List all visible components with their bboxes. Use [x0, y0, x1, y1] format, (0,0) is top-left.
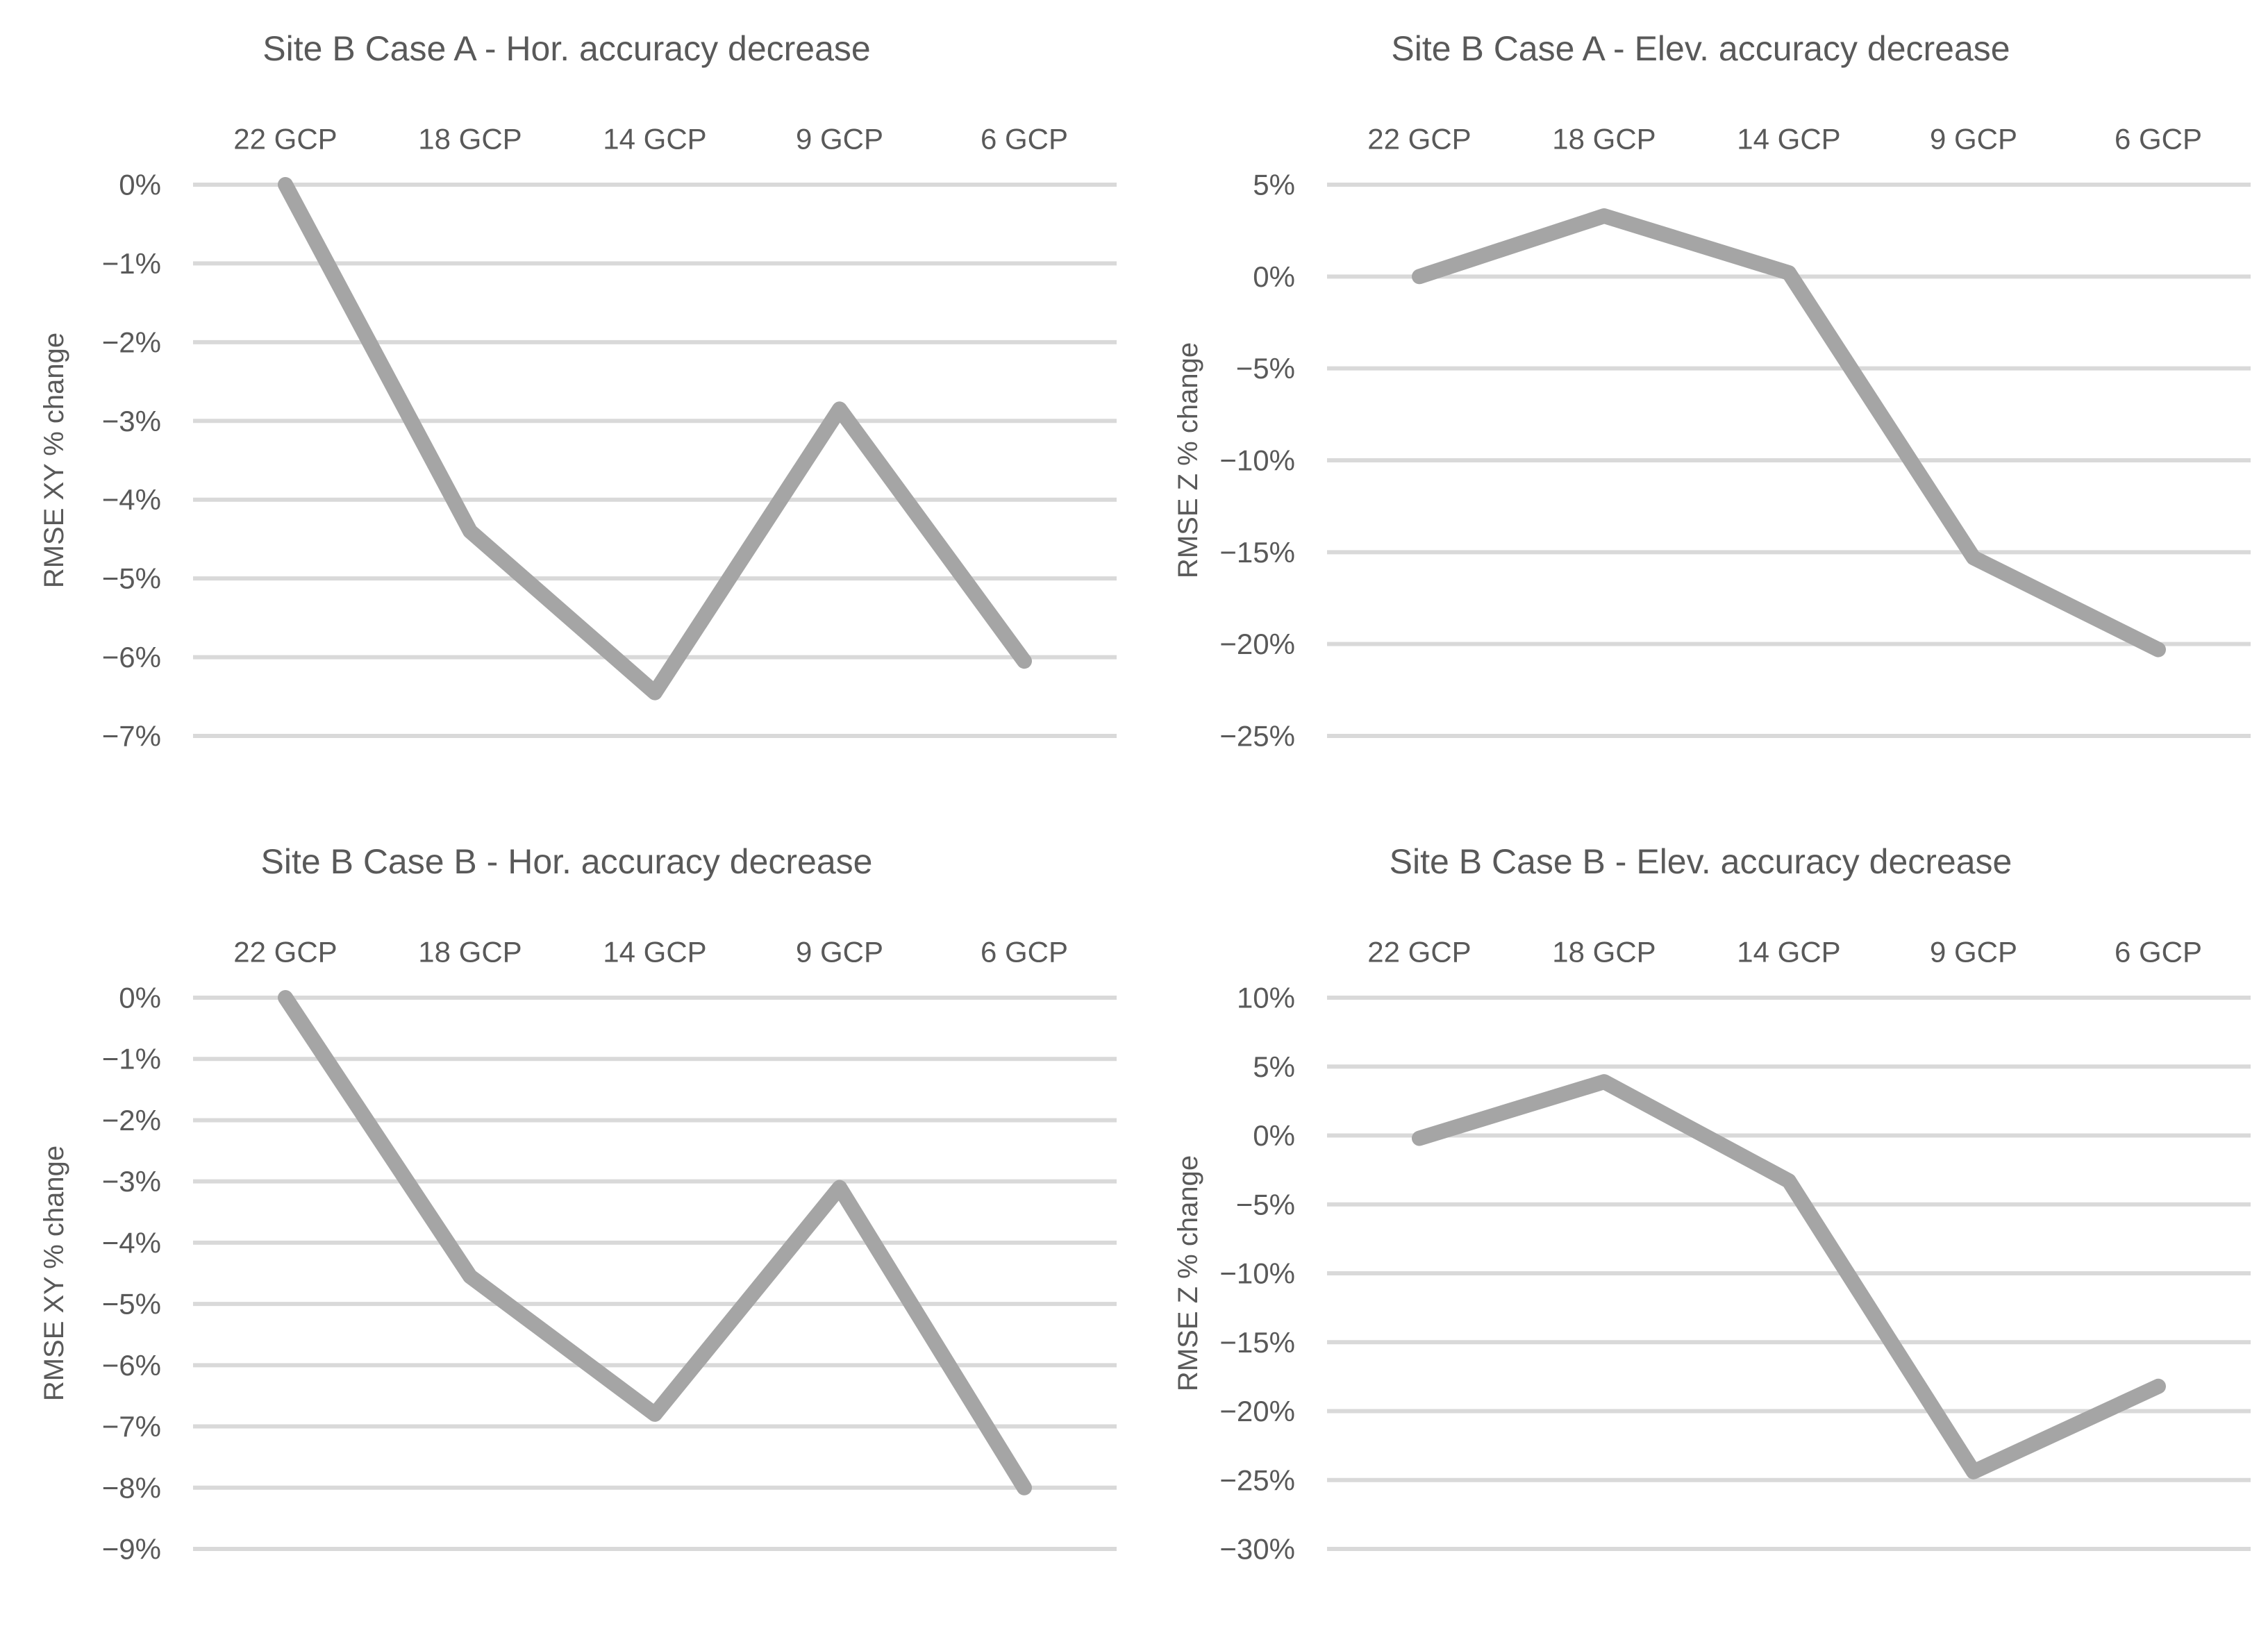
y-tick-label: −8%: [102, 1471, 161, 1504]
y-tick-label: −5%: [1236, 352, 1295, 385]
x-category-label: 18 GCP: [1552, 123, 1656, 156]
y-tick-label: −4%: [102, 1226, 161, 1259]
y-axis-title: RMSE XY % change: [39, 1146, 69, 1401]
x-category-label: 18 GCP: [418, 936, 522, 969]
y-axis-title: RMSE Z % change: [1173, 1155, 1203, 1391]
x-category-label: 22 GCP: [233, 936, 337, 969]
y-tick-label: −3%: [102, 405, 161, 437]
line-chart-case-b-elevation: 10% 5% 0% −5% −10% −15% −20% −25% −30% 22 GCP 18 G…: [1173, 842, 2251, 1566]
y-tick-label: 5%: [1253, 1050, 1295, 1083]
x-category-label: 6 GCP: [981, 936, 1068, 969]
y-tick-label: 0%: [1253, 1119, 1295, 1152]
y-tick-label: −5%: [102, 562, 161, 595]
y-tick-label: −10%: [1219, 444, 1295, 477]
x-category-label: 22 GCP: [1367, 123, 1471, 156]
line-chart-case-b-horizontal: 0% −1% −2% −3% −4% −5% −6% −7% −8% −9% 22 GCP 18 GC…: [39, 842, 1117, 1566]
x-category-label: 9 GCP: [1930, 123, 2017, 156]
chart-title: Site B Case B - Elev. accuracy decrease: [1390, 842, 2012, 881]
x-category-label: 18 GCP: [418, 123, 522, 156]
y-axis-title: RMSE XY % change: [39, 333, 69, 588]
chart-cell-case-b-elevation: 10% 5% 0% −5% −10% −15% −20% −25% −30% 22 GCP 18 G…: [1134, 813, 2268, 1626]
y-tick-label: −20%: [1219, 628, 1295, 660]
y-tick-label: −5%: [102, 1288, 161, 1321]
x-category-label: 9 GCP: [1930, 936, 2017, 969]
x-category-label: 18 GCP: [1552, 936, 1656, 969]
series-line: [278, 177, 1032, 701]
x-category-label: 6 GCP: [2115, 123, 2202, 156]
y-tick-label: −2%: [102, 1104, 161, 1137]
y-tick-label: −5%: [1236, 1188, 1295, 1221]
x-category-label: 14 GCP: [1737, 936, 1840, 969]
y-tick-label: −9%: [102, 1533, 161, 1566]
chart-title: Site B Case A - Hor. accuracy decrease: [262, 29, 870, 68]
x-category-label: 9 GCP: [796, 123, 883, 156]
y-tick-label: −10%: [1219, 1257, 1295, 1290]
y-tick-label: 5%: [1253, 169, 1295, 201]
y-tick-label: −1%: [102, 1043, 161, 1075]
y-tick-label: 0%: [1253, 260, 1295, 293]
x-category-label: 22 GCP: [233, 123, 337, 156]
x-category-label: 22 GCP: [1367, 936, 1471, 969]
series-line: [278, 990, 1032, 1495]
y-tick-label: −20%: [1219, 1395, 1295, 1427]
y-tick-label: −30%: [1219, 1533, 1295, 1566]
y-tick-label: −4%: [102, 483, 161, 516]
y-tick-label: 0%: [119, 982, 161, 1014]
x-category-label: 9 GCP: [796, 936, 883, 969]
y-tick-label: 0%: [119, 169, 161, 201]
x-category-label: 14 GCP: [603, 123, 706, 156]
y-tick-label: −15%: [1219, 536, 1295, 569]
y-tick-label: −6%: [102, 1349, 161, 1382]
y-tick-label: −25%: [1219, 1464, 1295, 1496]
y-tick-label: −7%: [102, 1410, 161, 1443]
series-line: [1412, 1074, 2166, 1480]
y-axis-title: RMSE Z % change: [1173, 342, 1203, 578]
x-category-label: 6 GCP: [2115, 936, 2202, 969]
y-tick-label: −1%: [102, 247, 161, 280]
series-line: [1412, 208, 2166, 657]
chart-cell-case-b-horizontal: 0% −1% −2% −3% −4% −5% −6% −7% −8% −9% 22 GCP 18 GC…: [0, 813, 1134, 1626]
x-category-label: 14 GCP: [603, 936, 706, 969]
y-tick-label: 10%: [1237, 982, 1295, 1014]
y-tick-label: −7%: [102, 720, 161, 753]
line-chart-case-a-horizontal: 0% −1% −2% −3% −4% −5% −6% −7% 22 GCP 18 GCP 14 GC…: [39, 29, 1117, 753]
y-tick-label: −2%: [102, 326, 161, 358]
chart-title: Site B Case B - Hor. accuracy decrease: [261, 842, 873, 881]
line-chart-case-a-elevation: 5% 0% −5% −10% −15% −20% −25% 22 GCP 18 GCP 14 GC…: [1173, 29, 2251, 753]
chart-title: Site B Case A - Elev. accuracy decrease: [1391, 29, 2010, 68]
chart-cell-case-a-elevation: 5% 0% −5% −10% −15% −20% −25% 22 GCP 18 GCP 14 GC…: [1134, 0, 2268, 813]
y-tick-label: −25%: [1219, 720, 1295, 753]
y-tick-label: −15%: [1219, 1326, 1295, 1359]
chart-cell-case-a-horizontal: 0% −1% −2% −3% −4% −5% −6% −7% 22 GCP 18 GCP 14 GC…: [0, 0, 1134, 813]
x-category-label: 6 GCP: [981, 123, 1068, 156]
y-tick-label: −3%: [102, 1165, 161, 1198]
y-tick-label: −6%: [102, 641, 161, 673]
x-category-label: 14 GCP: [1737, 123, 1840, 156]
